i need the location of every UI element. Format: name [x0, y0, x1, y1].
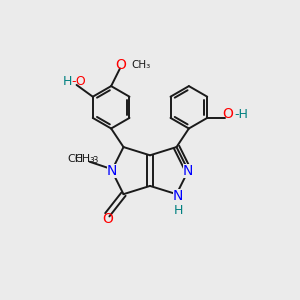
Text: CH₃: CH₃	[75, 154, 96, 164]
Text: -O: -O	[72, 76, 86, 88]
Text: O: O	[102, 212, 113, 226]
Text: 3: 3	[92, 156, 98, 165]
Text: H: H	[173, 204, 183, 217]
Text: H: H	[62, 76, 72, 88]
Text: O: O	[222, 107, 233, 122]
Text: N: N	[106, 164, 117, 178]
Text: CH: CH	[67, 154, 83, 164]
Text: -H: -H	[234, 108, 248, 121]
Text: CH₃: CH₃	[132, 61, 151, 70]
Text: N: N	[183, 164, 194, 178]
Text: O: O	[115, 58, 126, 73]
Text: N: N	[173, 189, 183, 202]
